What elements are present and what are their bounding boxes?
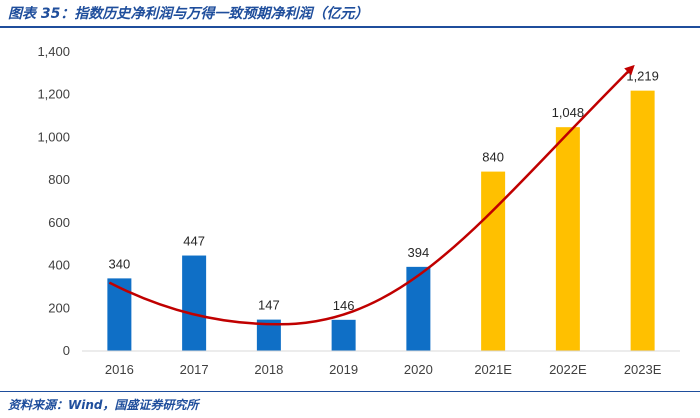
y-tick-label: 1,200 — [37, 87, 70, 102]
bar — [107, 278, 132, 351]
y-tick-label: 800 — [48, 172, 70, 187]
y-tick-label: 1,400 — [37, 44, 70, 59]
data-label: 146 — [333, 298, 355, 313]
bar — [331, 319, 356, 351]
title-divider — [0, 26, 700, 28]
x-tick-label: 2021E — [474, 362, 512, 377]
data-label: 1,048 — [552, 105, 585, 120]
y-tick-label: 1,000 — [37, 129, 70, 144]
trend-arrow — [108, 64, 635, 326]
x-axis: 2016 2017 2018 2019 2020 2021E 2022E 2023E — [105, 362, 662, 377]
data-label: 447 — [183, 234, 205, 249]
bar — [555, 127, 580, 351]
data-label: 147 — [258, 298, 280, 313]
source-note: 资料来源：Wind，国盛证券研究所 — [8, 398, 199, 412]
y-tick-label: 600 — [48, 215, 70, 230]
x-tick-label: 2020 — [404, 362, 433, 377]
chart-title: 图表 35：指数历史净利润与万得一致预期净利润（亿元） — [8, 6, 369, 22]
data-label: 340 — [109, 256, 131, 271]
bar — [630, 90, 655, 351]
data-label: 1,219 — [626, 69, 659, 84]
bar — [182, 255, 207, 351]
data-label: 394 — [408, 245, 430, 260]
bar — [481, 171, 506, 351]
y-tick-label: 0 — [63, 343, 70, 358]
x-tick-label: 2023E — [624, 362, 662, 377]
x-tick-label: 2022E — [549, 362, 587, 377]
bar-series — [107, 90, 655, 351]
x-tick-label: 2017 — [180, 362, 209, 377]
source-divider — [0, 391, 700, 392]
y-tick-label: 200 — [48, 300, 70, 315]
data-label: 840 — [482, 150, 504, 165]
x-tick-label: 2016 — [105, 362, 134, 377]
x-tick-label: 2018 — [254, 362, 283, 377]
y-axis: 0 200 400 600 800 1,000 1,200 1,400 — [37, 44, 70, 358]
y-tick-label: 400 — [48, 258, 70, 273]
x-tick-label: 2019 — [329, 362, 358, 377]
bar — [406, 266, 431, 351]
